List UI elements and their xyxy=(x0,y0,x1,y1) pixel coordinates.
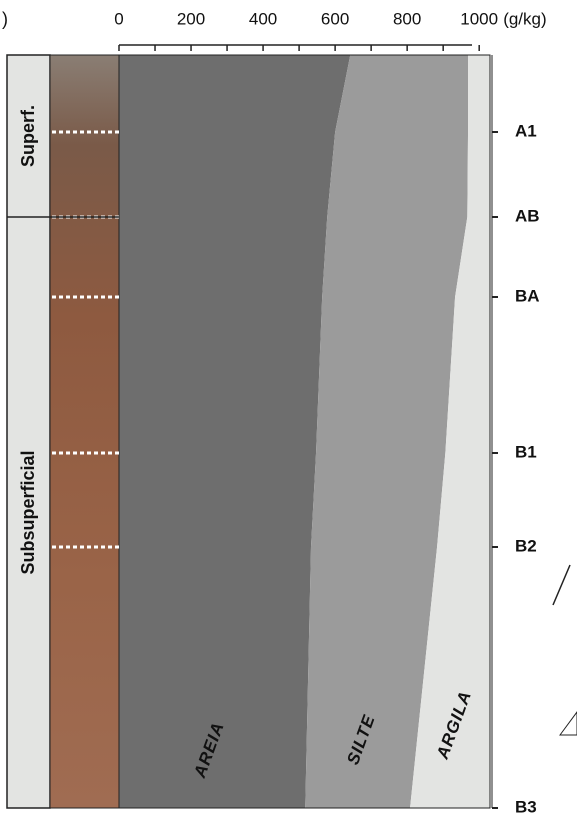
x-tick-label: 600 xyxy=(321,9,349,28)
x-tick-label: 1000 xyxy=(460,9,498,28)
area xyxy=(305,55,469,808)
layer-label: Superf. xyxy=(18,105,38,167)
area xyxy=(410,55,490,808)
soil-photo xyxy=(49,54,120,809)
y-tick-label: A1 xyxy=(515,121,537,140)
y-tick-label: AB xyxy=(515,206,540,225)
area xyxy=(119,55,351,808)
x-tick-label: 400 xyxy=(249,9,277,28)
layer-label: Subsuperficial xyxy=(18,450,38,574)
fragment-line xyxy=(552,564,571,606)
y-tick-label: BA xyxy=(515,286,540,305)
fragment-triangle xyxy=(559,711,577,736)
layer-column xyxy=(6,54,51,809)
x-tick-label: 0 xyxy=(114,9,123,28)
x-tick-label: 200 xyxy=(177,9,205,28)
plot-frame xyxy=(118,54,491,809)
y-tick-label: B1 xyxy=(515,442,537,461)
y-tick-label: B2 xyxy=(515,536,537,555)
y-tick-label: B3 xyxy=(515,797,537,816)
x-tick-label: 800 xyxy=(393,9,421,28)
x-axis-label: (g/kg) xyxy=(503,9,546,28)
fragment: ) xyxy=(2,9,8,29)
